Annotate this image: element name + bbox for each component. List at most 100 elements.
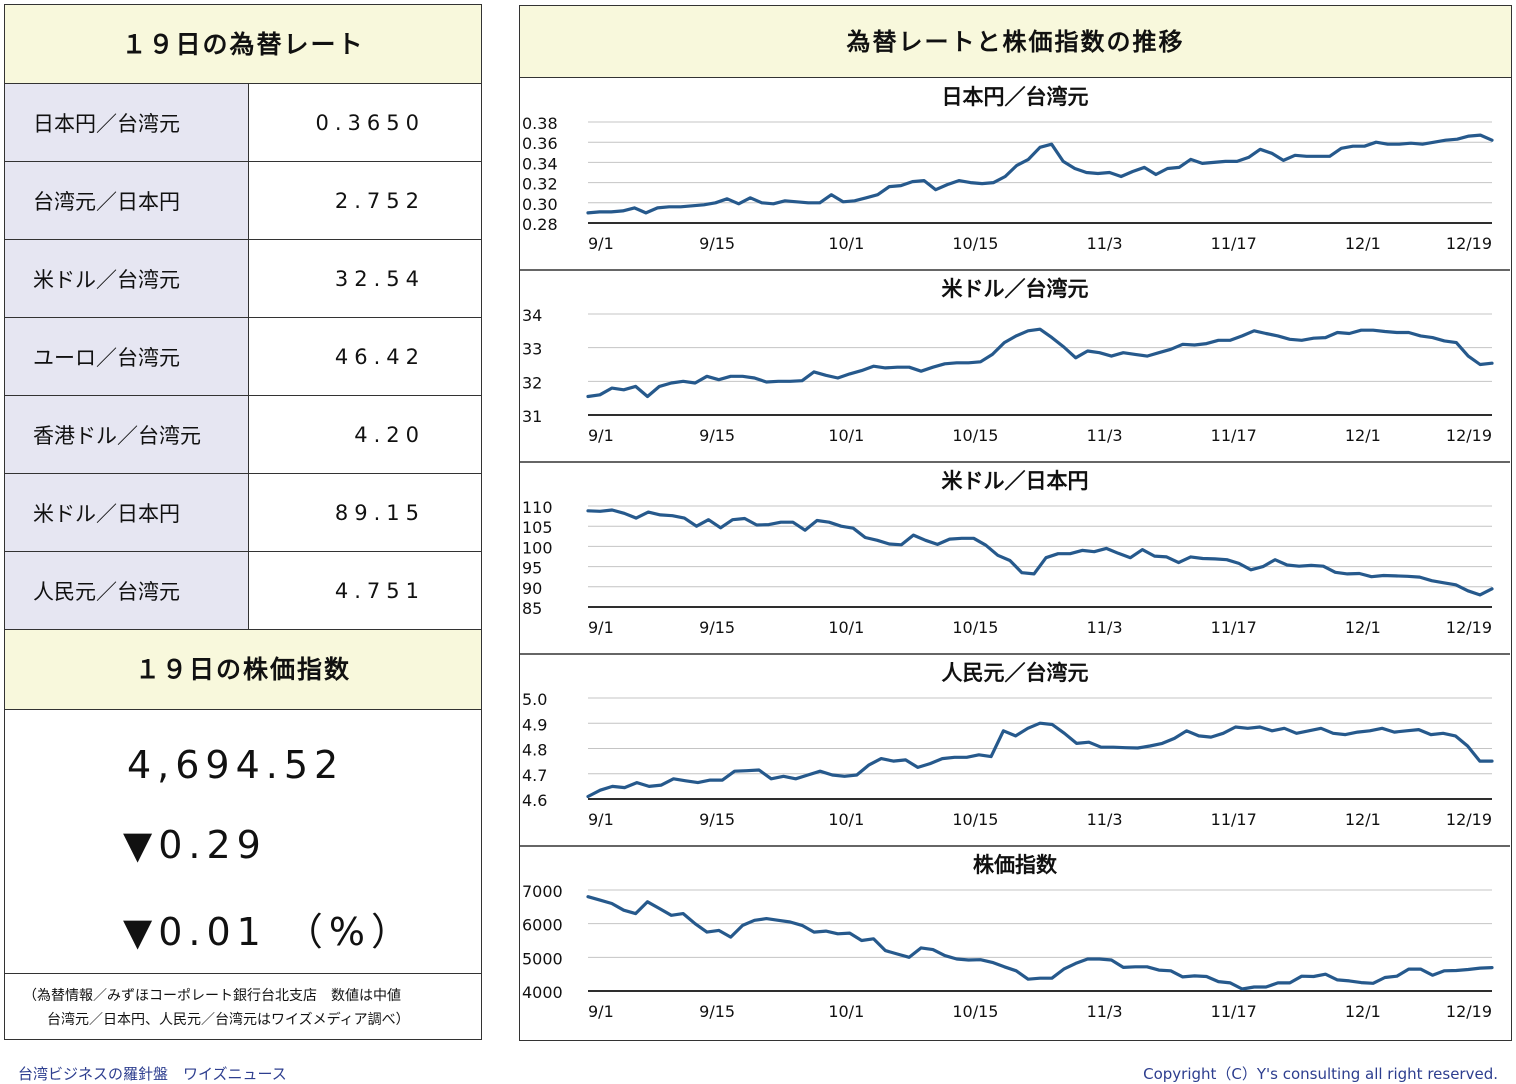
y-tick-label: 5000 xyxy=(522,949,563,968)
x-tick-label: 9/15 xyxy=(699,234,735,253)
x-tick-label: 11/17 xyxy=(1211,426,1257,445)
x-tick-label: 10/15 xyxy=(952,810,998,829)
x-tick-label: 9/1 xyxy=(588,426,614,445)
x-tick-label: 11/17 xyxy=(1211,810,1257,829)
footer-site-name[interactable]: 台湾ビジネスの羅針盤 ワイズニュース xyxy=(18,1065,287,1083)
footer-copyright: Copyright（C）Y's consulting all right res… xyxy=(1143,1065,1498,1083)
x-tick-label: 9/15 xyxy=(699,810,735,829)
x-tick-label: 12/19 xyxy=(1446,234,1492,253)
x-tick-label: 9/1 xyxy=(588,1002,614,1021)
series-line xyxy=(586,327,1494,399)
x-tick-label: 11/17 xyxy=(1211,618,1257,637)
x-tick-label: 12/1 xyxy=(1345,618,1381,637)
rate-label: 台湾元／日本円 xyxy=(5,161,249,240)
rate-row: 台湾元／日本円 2.752 xyxy=(5,161,481,240)
x-tick-label: 12/1 xyxy=(1345,426,1381,445)
series-line xyxy=(586,895,1494,991)
y-tick-label: 0.34 xyxy=(522,154,558,173)
stock-change-pct: ▼0.01 （%） xyxy=(123,910,416,954)
rates-table: 日本円／台湾元 0.3650 台湾元／日本円 2.752 米ドル／台湾元 32.54 ユーロ… xyxy=(5,84,481,630)
x-tick-label: 11/17 xyxy=(1211,1002,1257,1021)
rate-value: 32.54 xyxy=(248,239,481,318)
charts-title: 為替レートと株価指数の推移 xyxy=(520,6,1511,78)
charts-panel: 為替レートと株価指数の推移 日本円／台湾元 0.28 0.30 0.32 0.34 0.3… xyxy=(519,5,1512,1041)
rate-label: 米ドル／台湾元 xyxy=(5,239,249,318)
rate-label: 人民元／台湾元 xyxy=(5,551,249,630)
y-tick-label: 4.8 xyxy=(522,741,547,760)
x-tick-label: 10/15 xyxy=(952,234,998,253)
y-tick-label: 4000 xyxy=(522,983,563,1002)
y-tick-label: 33 xyxy=(522,340,542,359)
x-tick-label: 9/1 xyxy=(588,810,614,829)
rate-value: 4.20 xyxy=(248,395,481,474)
x-tick-label: 12/1 xyxy=(1345,810,1381,829)
x-tick-label: 10/1 xyxy=(828,618,864,637)
x-tick-label: 9/1 xyxy=(588,618,614,637)
rate-label: 香港ドル／台湾元 xyxy=(5,395,249,474)
x-tick-label: 11/3 xyxy=(1087,618,1123,637)
rate-value: 46.42 xyxy=(248,317,481,396)
x-tick-label: 9/15 xyxy=(699,618,735,637)
x-tick-label: 12/19 xyxy=(1446,426,1492,445)
y-tick-label: 0.38 xyxy=(522,114,558,133)
footnote-line-2: 台湾元／日本円、人民元／台湾元はワイズメディア調べ） xyxy=(47,1012,410,1028)
y-tick-label: 0.30 xyxy=(522,195,558,214)
y-tick-label: 0.36 xyxy=(522,134,558,153)
rate-row: 日本円／台湾元 0.3650 xyxy=(5,84,481,162)
chart-title: 株価指数 xyxy=(973,853,1058,877)
x-tick-label: 11/3 xyxy=(1087,1002,1123,1021)
x-tick-label: 12/1 xyxy=(1345,234,1381,253)
x-tick-label: 10/15 xyxy=(952,426,998,445)
x-tick-label: 11/3 xyxy=(1087,426,1123,445)
x-tick-label: 12/1 xyxy=(1345,1002,1381,1021)
x-tick-label: 10/15 xyxy=(952,1002,998,1021)
rate-label: 米ドル／日本円 xyxy=(5,473,249,552)
y-tick-label: 4.9 xyxy=(522,715,547,734)
chart-title: 日本円／台湾元 xyxy=(942,85,1089,109)
y-tick-label: 105 xyxy=(522,518,553,537)
y-tick-label: 5.0 xyxy=(522,690,547,709)
series-line xyxy=(586,133,1494,215)
series-line xyxy=(586,508,1494,597)
y-tick-label: 4.7 xyxy=(522,766,547,785)
stock-value: 4,694.52 xyxy=(127,743,345,787)
source-footnote: （為替情報／みずほコーポレート銀行台北支店 数値は中値 台湾元／日本円、人民元／… xyxy=(5,973,481,1032)
rate-row: 香港ドル／台湾元 4.20 xyxy=(5,395,481,474)
y-tick-label: 85 xyxy=(522,599,542,618)
stock-title: １９日の株価指数 xyxy=(5,630,481,710)
rate-label: ユーロ／台湾元 xyxy=(5,317,249,396)
rates-title: １９日の為替レート xyxy=(5,5,481,84)
x-tick-label: 10/15 xyxy=(952,618,998,637)
rate-value: 89.15 xyxy=(248,473,481,552)
y-tick-label: 6000 xyxy=(522,916,563,935)
x-tick-label: 11/17 xyxy=(1211,234,1257,253)
rate-value: 4.751 xyxy=(248,551,481,630)
charts-svg: 日本円／台湾元 0.280.300.32 0.340.360.38 9/1 9/15 10… xyxy=(520,85,1510,1021)
chart-title: 米ドル／台湾元 xyxy=(942,277,1089,301)
x-tick-label: 12/19 xyxy=(1446,618,1492,637)
y-tick-label: 100 xyxy=(522,538,553,557)
x-tick-label: 10/1 xyxy=(828,810,864,829)
x-tick-label: 9/15 xyxy=(699,1002,735,1021)
y-tick-label: 95 xyxy=(522,559,542,578)
series-line xyxy=(586,721,1494,799)
y-tick-label: 32 xyxy=(522,373,542,392)
y-tick-label: 34 xyxy=(522,306,542,325)
rate-value: 0.3650 xyxy=(248,84,481,162)
y-tick-label: 90 xyxy=(522,579,542,598)
x-tick-label: 11/3 xyxy=(1087,234,1123,253)
chart-title: 米ドル／日本円 xyxy=(942,469,1089,493)
rate-row: ユーロ／台湾元 46.42 xyxy=(5,317,481,396)
x-tick-label: 10/1 xyxy=(828,1002,864,1021)
rates-panel: １９日の為替レート 日本円／台湾元 0.3650 台湾元／日本円 2.752 米ドル／台… xyxy=(4,4,482,1040)
y-tick-label: 110 xyxy=(522,498,553,517)
y-tick-label: 31 xyxy=(522,407,542,426)
x-tick-label: 10/1 xyxy=(828,426,864,445)
x-tick-label: 9/1 xyxy=(588,234,614,253)
x-tick-label: 12/19 xyxy=(1446,810,1492,829)
x-tick-label: 12/19 xyxy=(1446,1002,1492,1021)
y-tick-label: 7000 xyxy=(522,882,563,901)
x-tick-label: 10/1 xyxy=(828,234,864,253)
x-tick-label: 11/3 xyxy=(1087,810,1123,829)
rate-row: 米ドル／日本円 89.15 xyxy=(5,473,481,552)
